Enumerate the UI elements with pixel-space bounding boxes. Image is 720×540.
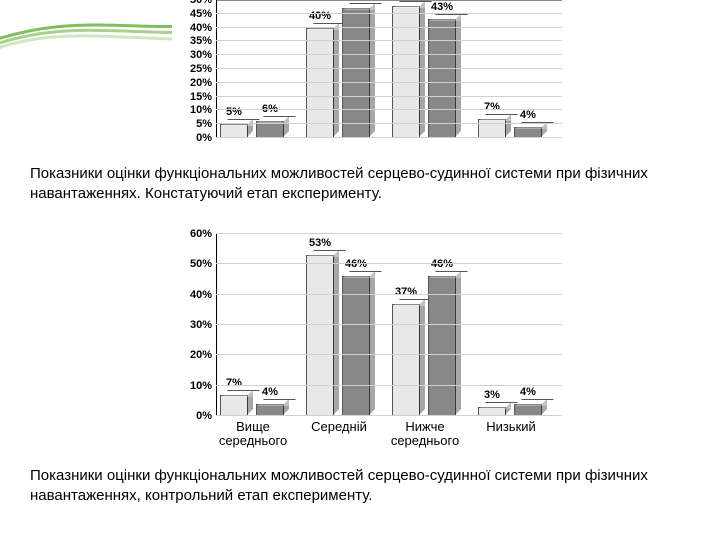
chart-2: 7%4%53%46%37%46%3%4% 0%10%20%30%40%50%60… <box>172 228 572 436</box>
bar-series-b <box>342 8 370 138</box>
bar-series-b <box>428 19 456 138</box>
bar-series-a <box>392 6 420 138</box>
y-tick: 40% <box>176 22 212 34</box>
bar-value-label: 47% <box>336 0 376 2</box>
bar-value-label: 46% <box>422 258 462 270</box>
x-category-label: Нижче середнього <box>382 420 468 449</box>
bar-series-a <box>306 255 334 416</box>
y-tick: 0% <box>176 132 212 144</box>
y-tick: 50% <box>176 258 212 270</box>
bar-series-b <box>428 276 456 416</box>
bar-value-label: 43% <box>422 1 462 13</box>
y-tick: 45% <box>176 8 212 20</box>
bar-value-label: 4% <box>508 386 548 398</box>
caption-2: Показники оцінки функціональних можливос… <box>30 466 690 507</box>
bar-series-a <box>220 124 248 138</box>
x-category-label: Низький <box>468 420 554 434</box>
y-tick: 15% <box>176 91 212 103</box>
y-tick: 5% <box>176 118 212 130</box>
bar-value-label: 37% <box>386 286 426 298</box>
y-tick: 25% <box>176 63 212 75</box>
bar-series-a <box>220 395 248 416</box>
bar-value-label: 7% <box>472 101 512 113</box>
y-tick: 35% <box>176 35 212 47</box>
bar-value-label: 3% <box>472 389 512 401</box>
y-tick: 10% <box>176 380 212 392</box>
bar-series-a <box>478 119 506 138</box>
chart-1: 5%6%40%47%48%43%7%4% 0%5%10%15%20%25%30%… <box>172 0 572 158</box>
bar-value-label: 5% <box>214 106 254 118</box>
y-tick: 40% <box>176 289 212 301</box>
y-tick: 20% <box>176 77 212 89</box>
y-tick: 0% <box>176 410 212 422</box>
bar-value-label: 46% <box>336 258 376 270</box>
bar-value-label: 7% <box>214 377 254 389</box>
bar-value-label: 4% <box>508 109 548 121</box>
bar-series-b <box>342 276 370 416</box>
x-category-label: Вище середнього <box>210 420 296 449</box>
bar-value-label: 53% <box>300 237 340 249</box>
y-tick: 20% <box>176 349 212 361</box>
y-tick: 30% <box>176 49 212 61</box>
bar-series-a <box>392 304 420 416</box>
y-tick: 10% <box>176 104 212 116</box>
caption-1: Показники оцінки функціональних можливос… <box>30 164 690 205</box>
y-tick: 50% <box>176 0 212 6</box>
bar-value-label: 40% <box>300 10 340 22</box>
y-tick: 60% <box>176 228 212 240</box>
x-category-label: Середній <box>296 420 382 434</box>
bar-value-label: 4% <box>250 386 290 398</box>
y-tick: 30% <box>176 319 212 331</box>
